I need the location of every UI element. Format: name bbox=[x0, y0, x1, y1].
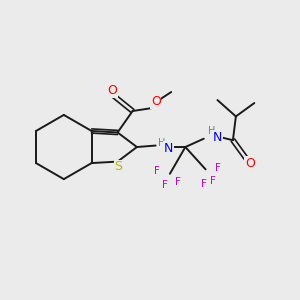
Text: F: F bbox=[154, 166, 160, 176]
Text: O: O bbox=[151, 95, 161, 108]
Text: F: F bbox=[215, 163, 221, 173]
Text: S: S bbox=[115, 160, 122, 173]
Text: N: N bbox=[213, 131, 222, 144]
Text: F: F bbox=[175, 177, 181, 187]
Text: O: O bbox=[108, 84, 118, 97]
Text: F: F bbox=[210, 176, 216, 186]
Text: H: H bbox=[208, 126, 216, 136]
Text: N: N bbox=[164, 142, 173, 155]
Text: O: O bbox=[245, 157, 255, 169]
Text: F: F bbox=[201, 179, 207, 189]
Text: F: F bbox=[163, 180, 168, 190]
Text: H: H bbox=[158, 138, 166, 148]
